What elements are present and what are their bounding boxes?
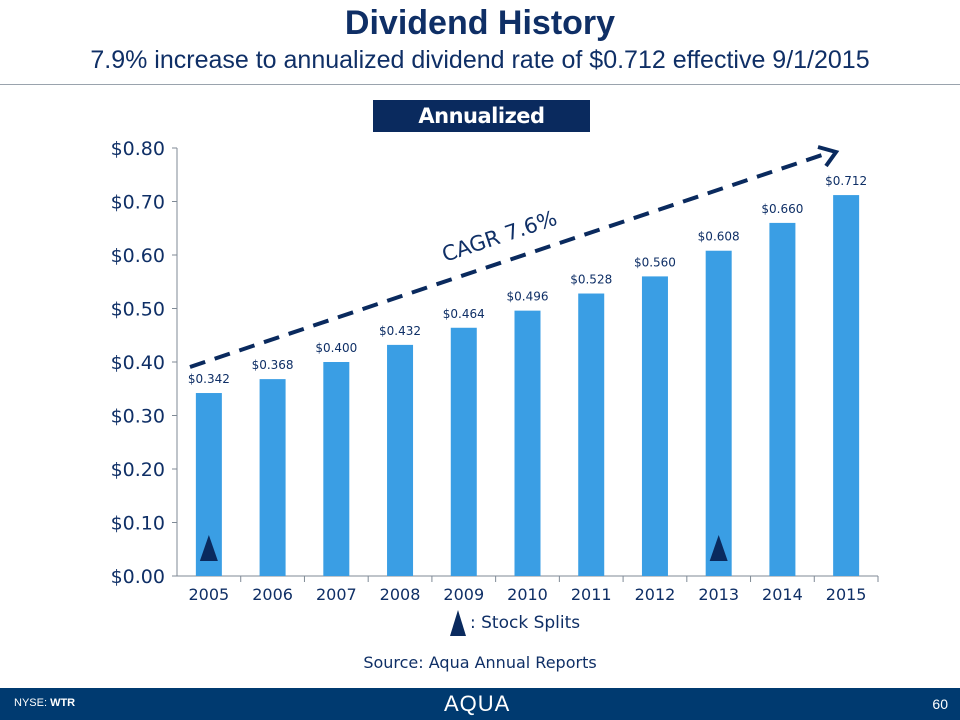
bar-2006 [259, 379, 286, 576]
y-tick-label: $0.70 [111, 192, 165, 214]
bar-2008 [387, 344, 414, 576]
y-tick-label: $0.00 [111, 566, 165, 588]
header-divider [0, 84, 960, 85]
bar-2013 [705, 250, 732, 576]
cagr-annotation: CAGR 7.6% [439, 206, 560, 267]
page-number: 60 [932, 696, 948, 712]
bar-2011 [578, 293, 605, 576]
y-tick-label: $0.20 [111, 459, 165, 481]
exchange-label: NYSE: [14, 697, 48, 709]
bar-2010 [514, 310, 541, 576]
bar-2014 [769, 222, 796, 576]
data-label: $0.528 [570, 273, 612, 287]
data-label: $0.368 [252, 358, 294, 372]
data-label: $0.560 [634, 255, 676, 269]
bar-2012 [641, 276, 668, 576]
legend-label: : Stock Splits [470, 613, 581, 633]
x-tick-label: 2006 [252, 585, 293, 604]
ticker: NYSE: WTR [14, 697, 75, 709]
y-tick-label: $0.10 [111, 513, 165, 535]
y-tick-label: $0.50 [111, 299, 165, 321]
x-tick-label: 2012 [635, 585, 676, 604]
stock-split-triangle-icon [450, 610, 466, 636]
ticker-symbol: WTR [50, 697, 76, 709]
x-tick-label: 2008 [380, 585, 421, 604]
y-tick-label: $0.80 [111, 138, 165, 160]
x-tick-label: 2010 [507, 585, 548, 604]
x-tick-label: 2014 [762, 585, 803, 604]
x-tick-label: 2009 [443, 585, 484, 604]
data-label: $0.432 [379, 324, 421, 338]
data-label: $0.400 [315, 341, 357, 355]
aqua-logo: AQUA [444, 691, 511, 716]
bar-2015 [833, 195, 860, 576]
data-label: $0.342 [188, 372, 230, 386]
data-label: $0.660 [761, 202, 803, 216]
bar-2009 [450, 327, 477, 576]
bar-chart: $0.00 $0.10 $0.20 $0.30 $0.40 $0.50 $0.60 $0.70… [111, 138, 879, 604]
stock-split-marker [709, 535, 728, 561]
trend-line [189, 151, 829, 369]
y-tick-label: $0.60 [111, 245, 165, 267]
x-tick-label: 2007 [316, 585, 357, 604]
stock-split-marker [199, 535, 218, 561]
x-tick-label: 2011 [571, 585, 612, 604]
page-subtitle: 7.9% increase to annualized dividend rat… [90, 46, 870, 74]
page-title: Dividend History [344, 4, 616, 42]
trend-arrow-icon [817, 145, 840, 168]
x-tick-label: 2005 [189, 585, 230, 604]
y-tick-label: $0.40 [111, 352, 165, 374]
x-tick-label: 2015 [826, 585, 867, 604]
data-label: $0.608 [698, 230, 740, 244]
source-note: Source: Aqua Annual Reports [363, 653, 597, 672]
legend: : Stock Splits [450, 610, 580, 636]
footer-bar: NYSE: WTR AQUA 60 [0, 688, 960, 720]
data-label: $0.496 [507, 290, 549, 304]
chart-title: Annualized Dividends [373, 100, 590, 160]
data-label: $0.712 [825, 174, 867, 188]
bar-2007 [323, 362, 350, 576]
data-label: $0.464 [443, 307, 485, 321]
y-tick-label: $0.30 [111, 406, 165, 428]
x-tick-label: 2013 [698, 585, 739, 604]
